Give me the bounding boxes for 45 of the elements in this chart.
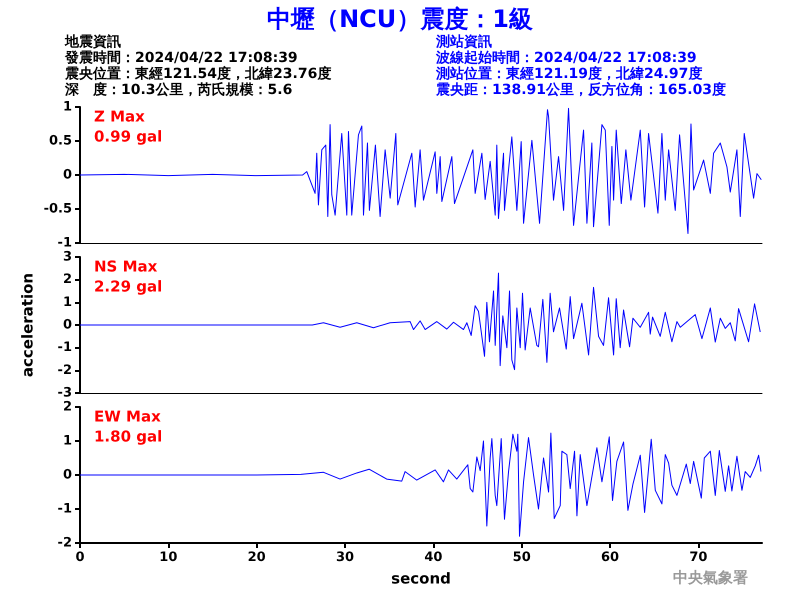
x-tick-label: 30: [336, 550, 354, 565]
x-tick-label: 70: [689, 550, 708, 565]
annotation: 0.99 gal: [94, 128, 162, 146]
x-tick-label: 50: [512, 550, 531, 565]
y-tick-label: 3: [62, 250, 72, 264]
x-tick-label: 20: [248, 550, 266, 565]
y-tick-label: -0.5: [44, 202, 72, 216]
x-tick-label: 0: [75, 550, 85, 565]
text: 波線起始時間：2024/04/22 17:08:39: [435, 50, 697, 66]
text: 震央位置：東經121.54度，北緯23.76度: [64, 65, 332, 82]
y-tick-label: 0: [62, 468, 72, 482]
y-tick-label: 0: [62, 318, 72, 332]
y-tick-label: -3: [58, 386, 72, 400]
text: 測站位置：東經121.19度，北緯24.97度: [435, 65, 702, 82]
x-tick-label: 60: [601, 550, 620, 565]
text: 發震時間：2024/04/22 17:08:39: [64, 50, 298, 66]
y-axis-title: acceleration: [18, 272, 36, 378]
chart-title: 中壢（NCU）震度：1級: [267, 5, 533, 33]
line-series: [80, 272, 761, 370]
line-series: [80, 108, 762, 234]
y-tick-label: -1: [58, 236, 72, 250]
y-tick-label: -1: [58, 340, 72, 356]
y-tick-label: 2: [62, 400, 72, 414]
y-tick-label: -2: [58, 362, 72, 378]
annotation: 2.29 gal: [94, 278, 162, 296]
x-tick-label: 40: [424, 550, 442, 565]
x-axis-title: second: [391, 570, 451, 588]
x-tick-label: 10: [159, 550, 178, 565]
annotation: NS Max: [94, 258, 158, 276]
text: 深 度：10.3公里，芮氏規模：5.6: [64, 81, 292, 98]
y-tick-label: 0.5: [48, 134, 72, 148]
y-tick-label: -2: [58, 536, 72, 550]
text: 中央氣象署: [673, 568, 748, 586]
annotation: 1.80 gal: [94, 428, 162, 446]
annotation: Z Max: [94, 108, 146, 126]
text: 測站資訊: [435, 33, 492, 50]
y-tick-label: 1: [62, 434, 72, 448]
text: 震央距：138.91公里，反方位角：165.03度: [435, 81, 726, 98]
text: 地震資訊: [64, 33, 121, 50]
y-tick-label: 1: [62, 294, 72, 310]
y-tick-label: 0: [62, 168, 72, 182]
annotation: EW Max: [94, 408, 162, 426]
y-tick-label: 2: [62, 272, 72, 288]
y-tick-label: -1: [58, 502, 72, 516]
y-tick-label: 1: [62, 100, 72, 114]
